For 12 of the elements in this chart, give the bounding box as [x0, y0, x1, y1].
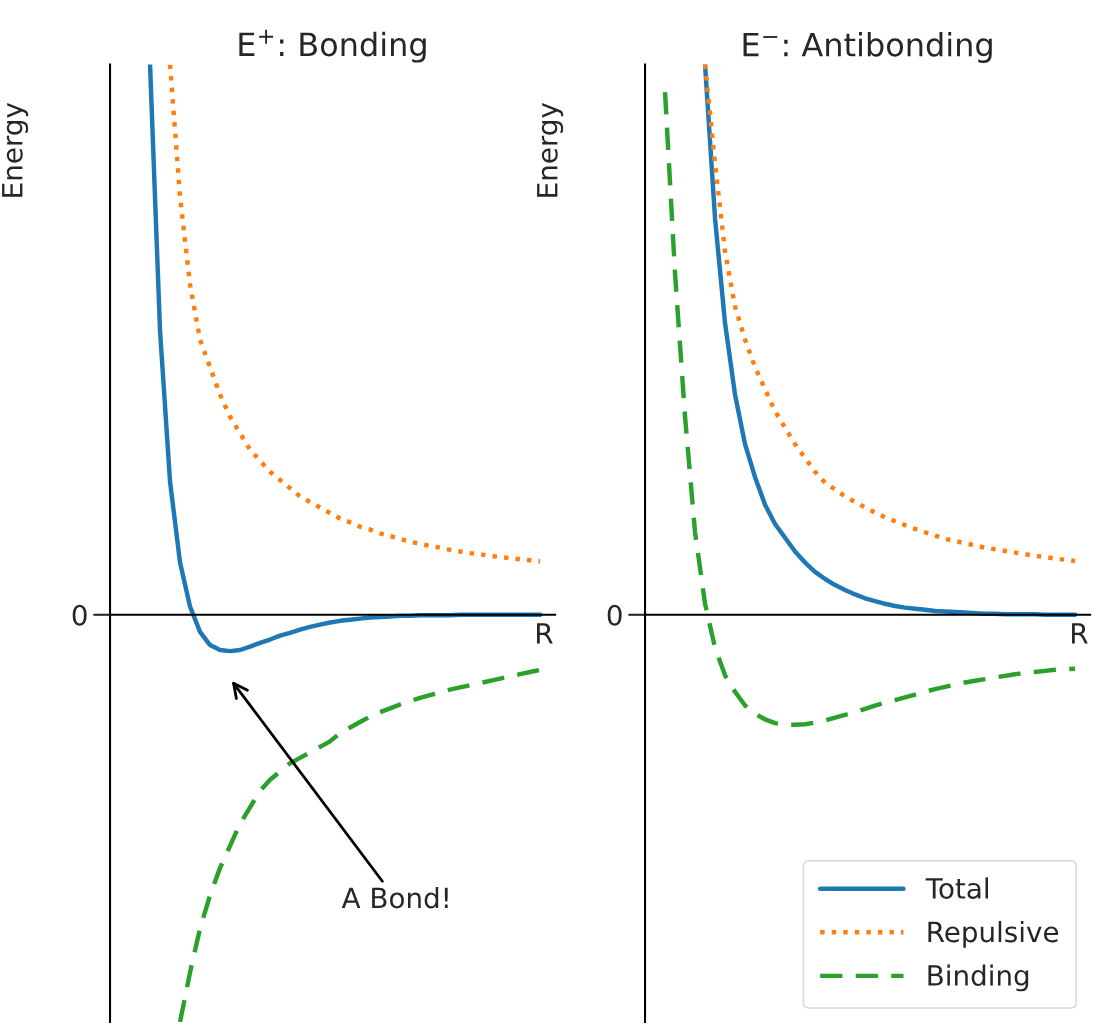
y-axis-title: Energy: [2, 102, 29, 197]
x-axis-title: R: [537, 623, 553, 644]
y-axis-title: Energy: [537, 102, 564, 197]
chart-title: E$^{+}$: Bonding: [239, 29, 426, 63]
chart-title: E$^{−}$: Antibonding: [743, 31, 992, 63]
ref-line-label: 0: [607, 604, 622, 626]
x-axis-title: R: [1072, 623, 1088, 644]
legend-label: Total: [925, 877, 988, 899]
legend-label: Repulsive: [928, 920, 1059, 948]
ref-line-label: 0: [72, 604, 87, 626]
legend-label: Binding: [928, 964, 1029, 992]
annotation: A Bond!: [341, 886, 448, 909]
